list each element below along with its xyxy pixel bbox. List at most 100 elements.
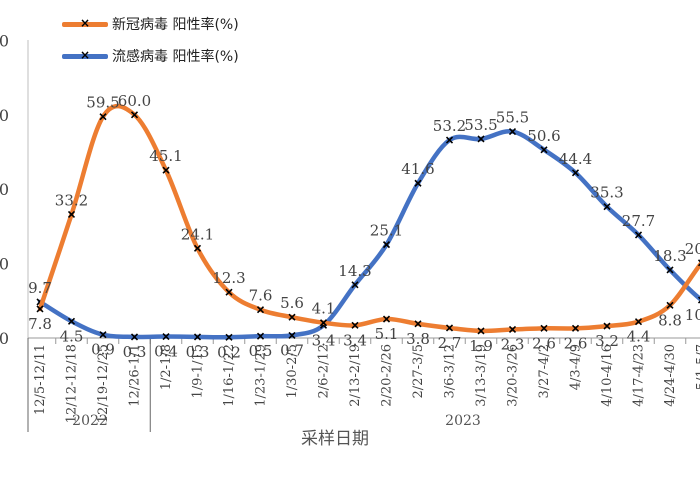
data-label: 14.3	[338, 262, 371, 280]
y-tick-label: 0	[0, 180, 9, 199]
x-marker-icon: ×	[80, 16, 91, 30]
data-label: 5.1	[375, 325, 399, 343]
data-label: 2.6	[564, 334, 588, 352]
x-tick-label: 1/2-1/8	[159, 344, 174, 390]
data-point-marker	[351, 321, 359, 329]
x-tick-label: 4/17-4/23	[632, 344, 647, 407]
legend: × 新冠病毒 阳性率(%) × 流感病毒 阳性率(%)	[62, 10, 362, 70]
data-point-marker	[193, 244, 202, 252]
data-point-marker	[540, 146, 548, 154]
data-label: 3.4	[312, 331, 336, 349]
y-tick-label: 0	[0, 106, 9, 125]
x-axis-title: 采样日期	[301, 429, 369, 449]
data-label: 0.3	[123, 343, 147, 361]
data-point-marker	[571, 324, 580, 332]
data-point-marker	[508, 325, 517, 334]
data-label: 9.7	[28, 279, 52, 297]
data-label: 2.3	[501, 335, 525, 353]
data-label: 0.7	[280, 341, 304, 359]
data-label: 0.5	[249, 342, 273, 360]
data-label: 10.2	[685, 306, 700, 324]
data-label: 3.8	[406, 330, 430, 348]
x-tick-label: 4/3-4/9	[569, 344, 584, 390]
data-label: 3.2	[595, 332, 619, 350]
x-tick-label: 2/6-2/12	[317, 344, 332, 399]
x-tick-label: 1/23-1/29	[254, 344, 269, 407]
x-marker-icon: ×	[80, 48, 91, 62]
data-point-marker	[225, 288, 233, 296]
x-tick-label: 12/5-12/11	[33, 344, 48, 415]
data-point-marker	[634, 318, 643, 326]
x-tick-label: 12/12-12/18	[65, 344, 80, 423]
data-point-marker	[36, 305, 44, 313]
data-label: 35.3	[590, 184, 623, 202]
data-label: 0.3	[186, 343, 210, 361]
legend-label-flu: 流感病毒 阳性率(%)	[112, 49, 239, 65]
legend-swatch-covid: ×	[62, 14, 108, 34]
data-point-marker	[288, 331, 296, 339]
data-point-marker	[666, 266, 674, 274]
x-tick-label: 2/20-2/26	[380, 344, 395, 407]
x-tick-label: 5/1-5/7	[695, 344, 700, 390]
data-point-marker	[571, 169, 580, 177]
x-tick-label: 1/16-1/22	[222, 344, 237, 407]
data-label: 53.2	[433, 117, 466, 135]
data-label: 60.0	[118, 92, 151, 110]
data-point-marker	[414, 179, 422, 187]
data-label: 24.1	[181, 225, 214, 243]
data-point-marker	[130, 111, 139, 119]
x-tick-label: 12/26-1/1	[128, 344, 143, 407]
axes: 0 0 0 0 0 12/5-12/11 12/12-12/18 12/19-12/25 12/…	[0, 31, 700, 432]
data-point-marker	[603, 322, 611, 330]
data-label: 5.6	[280, 294, 304, 312]
data-point-marker	[162, 166, 170, 174]
data-label: 4.1	[312, 300, 336, 318]
x-tick-label: 4/10-4/16	[600, 344, 615, 407]
data-point-marker	[99, 331, 107, 339]
data-labels: 7.8 33.2 59.560.0 45.1 24.1 12.37.6 5.6 4.1 3.4 5…	[28, 92, 700, 361]
data-label: 1.9	[469, 337, 493, 355]
data-label: 4.5	[60, 327, 84, 345]
data-label: 0.2	[217, 343, 241, 361]
data-point-marker	[666, 301, 674, 309]
data-label: 7.6	[249, 287, 273, 305]
x-tick-label: 4/24-4/30	[663, 344, 678, 407]
data-label: 55.5	[496, 109, 529, 127]
data-point-marker	[288, 313, 296, 321]
x-tick-label: 3/6-3/12	[443, 344, 458, 399]
data-label: 33.2	[55, 191, 88, 209]
data-point-marker	[382, 315, 391, 323]
data-point-marker	[414, 320, 422, 328]
data-point-marker	[193, 333, 202, 341]
data-point-marker	[351, 281, 359, 289]
data-point-marker	[508, 127, 517, 136]
data-label: 41.6	[401, 160, 434, 178]
data-point-marker	[256, 332, 265, 340]
data-point-marker	[382, 241, 391, 249]
data-point-marker	[99, 113, 107, 121]
data-point-marker	[540, 324, 548, 332]
y-tick-label: 0	[0, 31, 9, 50]
legend-label-covid: 新冠病毒 阳性率(%)	[112, 17, 239, 33]
x-tick-label: 2/13-2/19	[348, 344, 363, 407]
data-label: 53.5	[464, 116, 497, 134]
legend-item-covid: × 新冠病毒 阳性率(%)	[62, 14, 239, 34]
x-tick-label: 1/9-1/15	[191, 344, 206, 399]
data-label: 12.3	[212, 269, 245, 287]
data-label: 2.6	[532, 334, 556, 352]
x-tick-label: 3/20-3/26	[506, 344, 521, 407]
data-point-marker	[477, 327, 485, 335]
data-label: 4.4	[627, 328, 651, 346]
x-tick-label: 1/30-2/5	[285, 344, 300, 399]
x-tick-label: 12/19-12/25	[96, 344, 111, 423]
y-tick-label: 0	[0, 329, 9, 348]
data-label: 7.8	[28, 315, 52, 333]
data-point-marker	[225, 333, 233, 341]
data-label: 0.4	[154, 343, 178, 361]
data-point-marker	[445, 136, 454, 144]
data-point-marker	[162, 332, 170, 341]
data-point-marker	[67, 210, 76, 219]
data-label: 0.9	[91, 341, 115, 359]
year-group-label: 2023	[445, 413, 481, 429]
data-point-marker	[445, 324, 454, 332]
